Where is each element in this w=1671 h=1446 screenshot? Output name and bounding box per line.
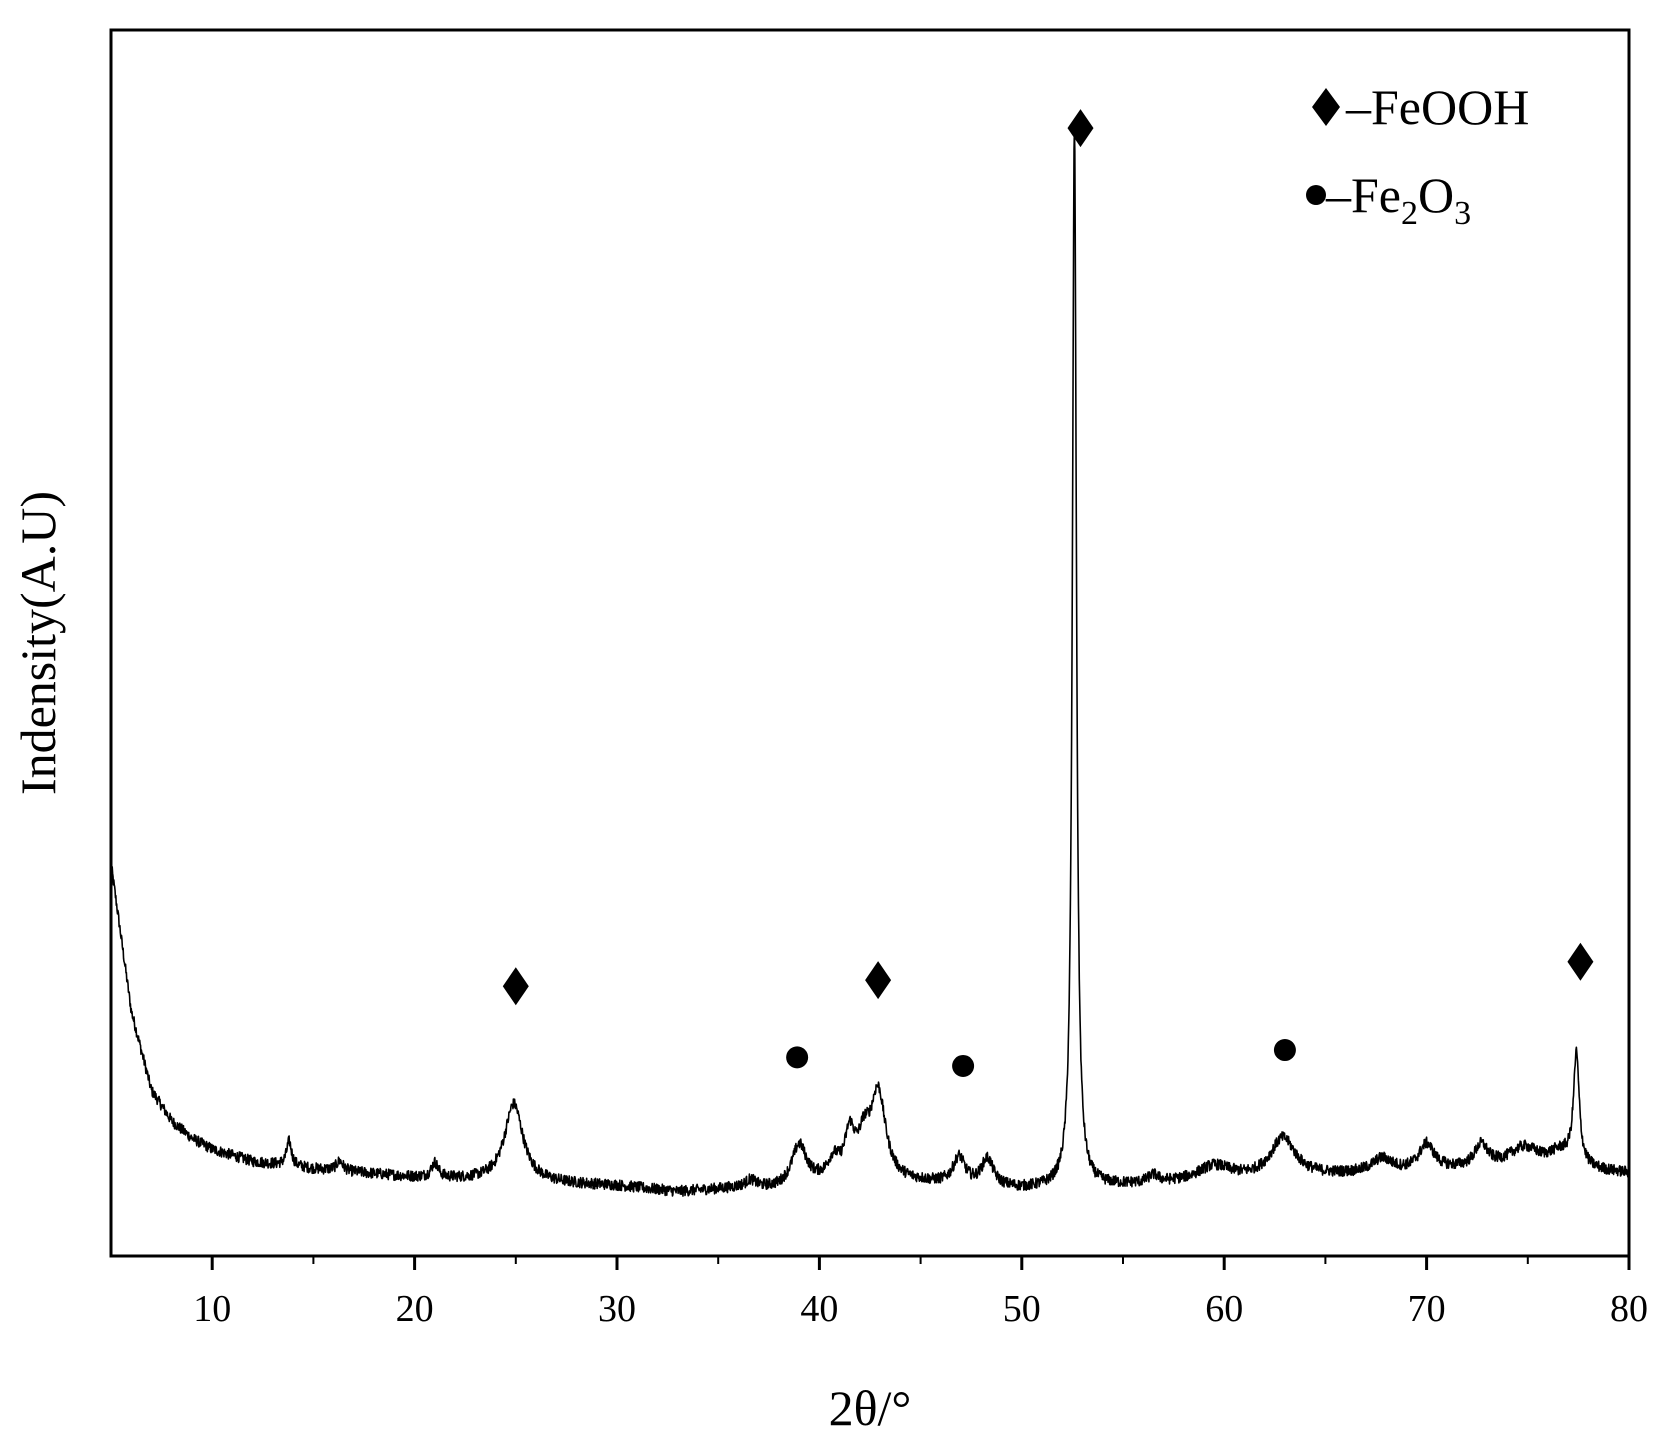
x-axis-tick-labels: 10 20 30 40 50 60 70 80 xyxy=(193,1288,1648,1330)
legend-label-fe2o3-sub1: 2 xyxy=(1401,195,1418,232)
x-axis-ticks xyxy=(210,1256,1631,1270)
feooh-diamond-marker xyxy=(502,967,529,1006)
feooh-diamond-marker xyxy=(1067,109,1094,148)
legend-diamond-icon xyxy=(1312,88,1340,126)
legend-label-fe2o3-sub2: 3 xyxy=(1454,195,1471,232)
x-tick-label: 80 xyxy=(1610,1288,1648,1330)
x-tick-label: 30 xyxy=(598,1288,636,1330)
y-axis-title: Indensity(A.U) xyxy=(10,491,66,795)
peak-markers xyxy=(502,109,1594,1077)
x-axis-title: 2θ/° xyxy=(829,1380,912,1436)
legend-label-fe2o3: –Fe2O3 xyxy=(1325,167,1471,232)
series-line xyxy=(110,128,1630,1197)
x-tick-label: 60 xyxy=(1205,1288,1243,1330)
plot-frame xyxy=(109,28,1631,1258)
legend-label-fe2o3-part1: –Fe xyxy=(1325,167,1401,223)
fe2o3-circle-marker xyxy=(786,1046,809,1069)
x-tick-label: 70 xyxy=(1408,1288,1446,1330)
fe2o3-circle-marker xyxy=(1273,1039,1296,1062)
x-tick-label: 40 xyxy=(800,1288,838,1330)
legend-label-fe2o3-part2: O xyxy=(1418,167,1454,223)
x-tick-label: 20 xyxy=(396,1288,434,1330)
feooh-diamond-marker xyxy=(865,961,892,1000)
legend-label-feooh: –FeOOH xyxy=(1345,79,1529,135)
fe2o3-circle-marker xyxy=(952,1054,975,1077)
x-tick-label: 10 xyxy=(193,1288,231,1330)
feooh-diamond-marker xyxy=(1567,942,1594,981)
legend: –FeOOH –Fe2O3 xyxy=(1306,79,1529,232)
x-tick-label: 50 xyxy=(1003,1288,1041,1330)
legend-circle-icon xyxy=(1306,185,1326,205)
